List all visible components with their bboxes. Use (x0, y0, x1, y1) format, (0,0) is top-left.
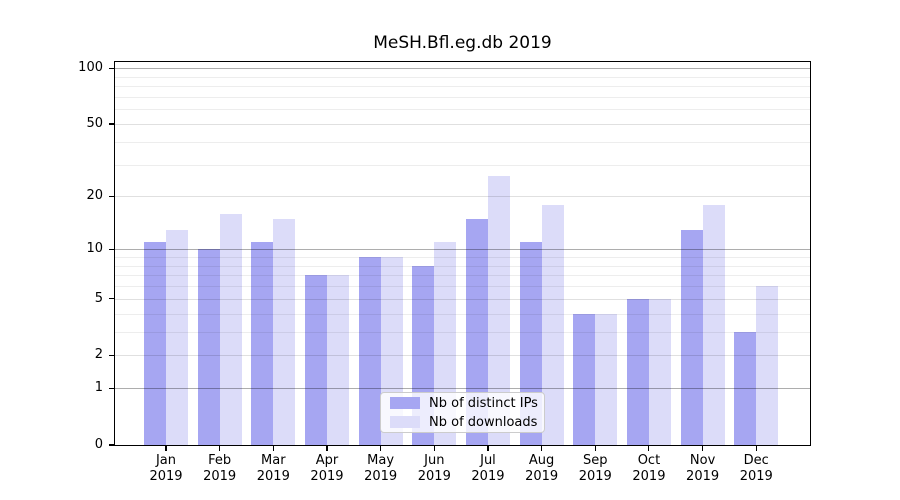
bar-distinct-ips-jan (144, 242, 166, 445)
bars-layer (115, 62, 810, 445)
month-line: Feb (208, 453, 232, 468)
month-line: Nov (689, 453, 716, 468)
x-tick-label-sep: Sep 2019 (565, 453, 625, 485)
y-tick-mark (109, 298, 115, 300)
x-tick-label-feb: Feb 2019 (190, 453, 250, 485)
y-tick-label-100: 100 (78, 60, 103, 76)
x-tick-mark (433, 445, 435, 451)
legend-label-downloads: Nb of downloads (429, 414, 538, 430)
y-tick-mark (109, 248, 115, 250)
bar-distinct-ips-sep (573, 313, 596, 445)
bar-downloads-oct (648, 298, 671, 445)
month-line: Jan (155, 453, 177, 468)
x-tick-label-oct: Oct 2019 (619, 453, 679, 485)
month-line: Apr (315, 453, 339, 468)
x-tick-mark (702, 445, 704, 451)
chart-title: MeSH.Bfl.eg.db 2019 (373, 33, 552, 53)
x-tick-label-jan: Jan 2019 (136, 453, 196, 485)
y-tick-label-20: 20 (86, 188, 103, 204)
bar-distinct-ips-jul (465, 218, 488, 445)
x-tick-label-jul: Jul 2019 (458, 453, 518, 485)
bar-distinct-ips-may (358, 257, 381, 445)
bar-downloads-sep (595, 313, 618, 445)
x-tick-mark (594, 445, 596, 451)
x-tick-mark (487, 445, 489, 451)
month-line: Oct (637, 453, 661, 468)
x-tick-mark (755, 445, 757, 451)
y-tick-mark (109, 123, 115, 125)
legend-entry-distinct-ips: Nb of distinct IPs (390, 395, 538, 411)
y-tick-label-1: 1 (94, 380, 103, 396)
x-tick-mark (272, 445, 274, 451)
legend: Nb of distinct IPs Nb of downloads (380, 392, 545, 433)
bar-distinct-ips-oct (626, 298, 649, 445)
x-tick-mark (648, 445, 650, 451)
year-line: 2019 (364, 469, 398, 484)
legend-label-distinct-ips: Nb of distinct IPs (429, 395, 538, 411)
x-tick-mark (219, 445, 221, 451)
x-tick-mark (380, 445, 382, 451)
bar-distinct-ips-nov (680, 229, 703, 445)
month-line: Jul (480, 453, 496, 468)
month-line: Jun (424, 453, 445, 468)
month-line: Mar (261, 453, 286, 468)
bar-downloads-mar (273, 218, 296, 445)
x-tick-label-mar: Mar 2019 (243, 453, 303, 485)
bar-downloads-jan (166, 229, 188, 445)
plot-area (114, 61, 811, 446)
legend-entry-downloads: Nb of downloads (390, 414, 538, 430)
y-tick-label-50: 50 (86, 116, 103, 131)
year-line: 2019 (739, 469, 773, 484)
x-tick-mark (165, 445, 167, 451)
bar-downloads-dec (756, 286, 779, 445)
bar-downloads-jul (487, 175, 510, 445)
month-line: Dec (743, 453, 769, 468)
bar-downloads-feb (219, 213, 242, 445)
year-line: 2019 (471, 469, 505, 484)
x-tick-label-nov: Nov 2019 (673, 453, 733, 485)
x-tick-label-jun: Jun 2019 (404, 453, 464, 485)
x-tick-label-may: May 2019 (351, 453, 411, 485)
legend-swatch-downloads (390, 416, 420, 428)
y-tick-mark (109, 444, 115, 446)
bar-downloads-aug (541, 204, 564, 445)
year-line: 2019 (417, 469, 451, 484)
x-tick-label-dec: Dec 2019 (726, 453, 786, 485)
y-tick-label-5: 5 (94, 290, 103, 306)
y-tick-mark (109, 354, 115, 356)
year-line: 2019 (578, 469, 612, 484)
bar-downloads-apr (326, 275, 349, 445)
year-line: 2019 (525, 469, 559, 484)
month-line: Sep (583, 453, 608, 468)
year-line: 2019 (203, 469, 237, 484)
y-tick-mark (109, 195, 115, 197)
year-line: 2019 (686, 469, 720, 484)
year-line: 2019 (310, 469, 344, 484)
bar-distinct-ips-mar (251, 242, 274, 445)
y-tick-label-10: 10 (86, 241, 103, 257)
y-tick-label-0: 0 (94, 437, 103, 452)
y-tick-mark (109, 387, 115, 389)
y-tick-mark (109, 67, 115, 69)
bar-distinct-ips-feb (197, 249, 220, 445)
year-line: 2019 (632, 469, 666, 484)
x-tick-mark (541, 445, 543, 451)
month-line: Aug (528, 453, 555, 468)
x-tick-label-aug: Aug 2019 (512, 453, 572, 485)
year-line: 2019 (149, 469, 183, 484)
legend-swatch-distinct-ips (390, 397, 420, 409)
y-tick-label-2: 2 (94, 347, 103, 363)
bar-distinct-ips-dec (734, 331, 757, 445)
x-tick-label-apr: Apr 2019 (297, 453, 357, 485)
month-line: May (367, 453, 395, 468)
bar-distinct-ips-apr (304, 275, 327, 445)
x-tick-mark (326, 445, 328, 451)
year-line: 2019 (256, 469, 290, 484)
bar-downloads-nov (702, 204, 725, 445)
